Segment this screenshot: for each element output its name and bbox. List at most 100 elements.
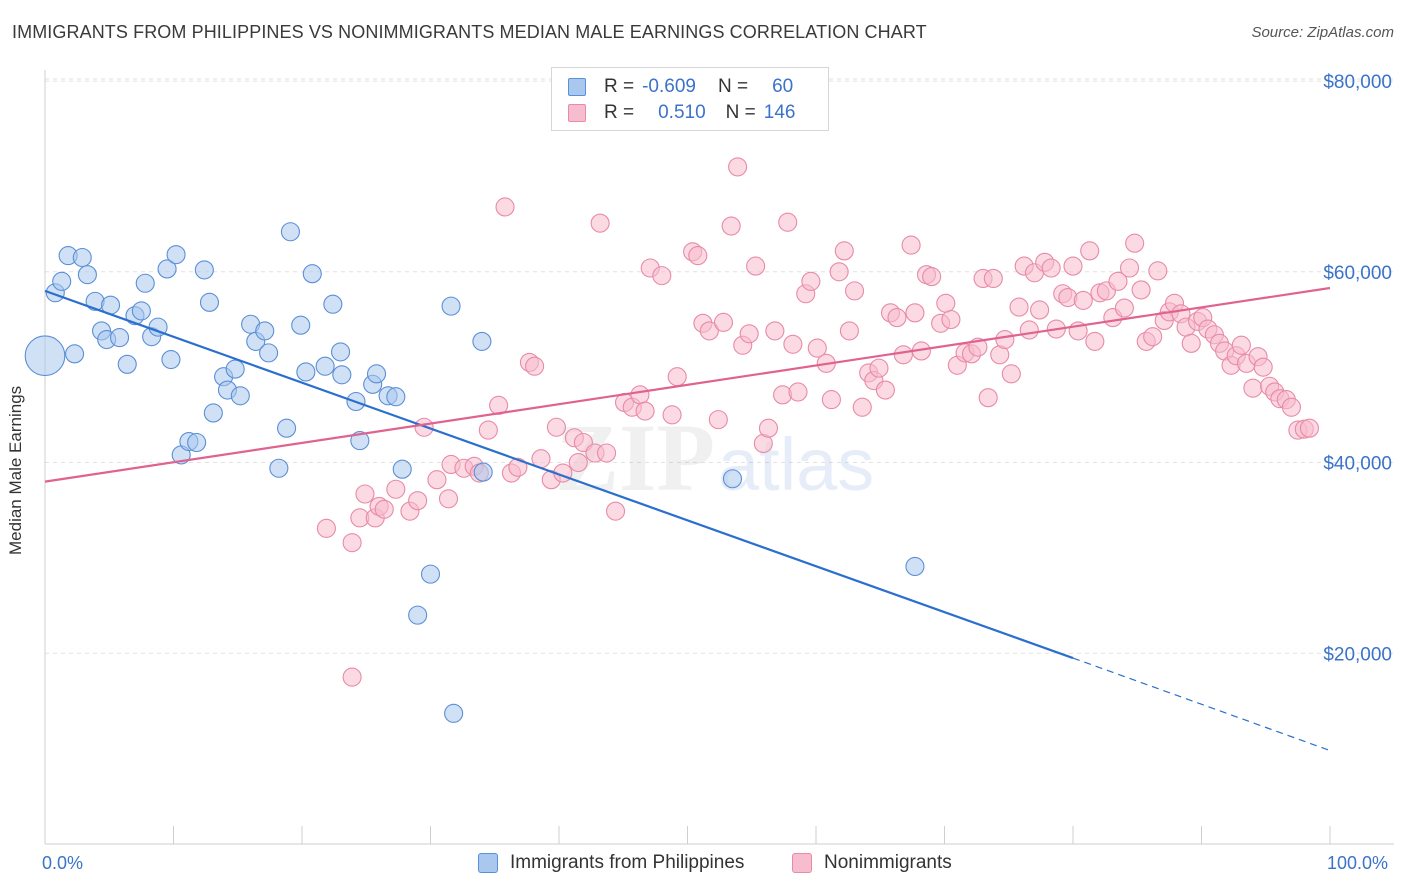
philippines-trend-line [44, 289, 1074, 660]
nonimmigrants-point [875, 380, 895, 400]
nonimmigrants-point [1058, 288, 1078, 308]
philippines-point [135, 273, 155, 293]
nonimmigrants-point [438, 489, 459, 509]
philippines-point [203, 403, 223, 423]
nonimmigrants-point [1131, 280, 1151, 300]
philippines-point [392, 459, 412, 479]
philippines-point [420, 564, 441, 584]
philippines-point [255, 321, 275, 341]
nonimmigrants-point [807, 338, 827, 358]
nonimmigrants-point [662, 405, 682, 425]
nonimmigrants-point [1114, 298, 1134, 318]
legend-n-label: N = [725, 102, 756, 123]
nonimmigrants-point [355, 484, 375, 504]
nonimmigrants-point [699, 321, 719, 341]
nonimmigrants-point [1085, 331, 1105, 351]
y-tick-label: $40,000 [1323, 454, 1392, 475]
philippines-point [230, 386, 250, 406]
nonimmigrants-point [829, 262, 849, 282]
nonimmigrants-point [1063, 256, 1083, 276]
series-legend: Immigrants from Philippines Nonimmigrant… [0, 852, 1406, 878]
legend-n-value: 146 [763, 102, 796, 123]
nonimmigrants-points [316, 157, 1319, 687]
philippines-point [194, 260, 214, 280]
philippines-point [323, 294, 343, 314]
philippines-point [157, 259, 177, 279]
nonimmigrants-point [427, 470, 447, 490]
nonimmigrants-point [887, 308, 907, 328]
nonimmigrants-point [1148, 261, 1168, 281]
philippines-point [187, 432, 207, 453]
philippines-point [131, 301, 151, 321]
philippines-point [302, 264, 322, 284]
philippines-point [473, 462, 493, 482]
philippines-point [332, 365, 352, 385]
philippines-point [225, 359, 245, 379]
nonimmigrants-point [746, 256, 766, 276]
nonimmigrants-point [652, 266, 672, 286]
y-tick-label: $60,000 [1323, 263, 1392, 284]
philippines-point [315, 356, 335, 376]
series-legend-philippines: Immigrants from Philippines [478, 852, 744, 874]
x-tick-label-max: 100.0% [1327, 853, 1389, 873]
philippines-point [65, 344, 85, 364]
philippines-point [444, 703, 464, 723]
series-legend-swatch-blue [478, 853, 498, 873]
axes [44, 70, 1394, 845]
legend-r-value: -0.609 [642, 76, 696, 97]
series-legend-swatch-pink [792, 853, 812, 873]
nonimmigrants-point [739, 324, 759, 344]
legend-row-nonimmigrants: R = 0.510 N = 146 [568, 101, 795, 125]
legend-swatch-blue [568, 78, 586, 96]
nonimmigrants-point [605, 501, 626, 521]
philippines-point [199, 292, 220, 312]
legend-r-value: 0.510 [658, 102, 706, 123]
philippines-point [905, 556, 925, 577]
trend-lines [44, 286, 1331, 752]
nonimmigrants-point [1143, 327, 1163, 347]
legend-row-philippines: R = -0.609 N = 60 [568, 75, 793, 99]
nonimmigrants-point [839, 321, 859, 341]
nonimmigrants-point [342, 533, 362, 553]
philippines-point [296, 362, 316, 382]
nonimmigrants-point [1019, 320, 1039, 340]
nonimmigrants-point [765, 321, 785, 341]
nonimmigrants-point [844, 281, 865, 301]
nonimmigrants-point [773, 385, 793, 405]
nonimmigrants-point [408, 491, 428, 511]
series-legend-nonimmigrants: Nonimmigrants [792, 852, 952, 874]
philippines-point [77, 265, 97, 285]
nonimmigrants-point [758, 418, 779, 438]
legend-swatch-pink [568, 104, 586, 122]
nonimmigrants-point [1243, 378, 1263, 398]
nonimmigrants-point [1080, 241, 1100, 261]
legend-n-label: N = [717, 76, 749, 97]
nonimmigrants-point [905, 303, 925, 323]
philippines-point [408, 605, 428, 625]
y-tick-label: $80,000 [1323, 72, 1392, 93]
nonimmigrants-point [941, 309, 961, 330]
nonimmigrants-point [778, 212, 798, 232]
watermark: ZIP atlas [555, 404, 874, 511]
nonimmigrants-point [1181, 333, 1201, 353]
nonimmigrants-point [821, 390, 841, 410]
nonimmigrants-point [386, 479, 406, 499]
nonimmigrants-point [788, 382, 808, 402]
legend-r-label: R = [604, 76, 635, 97]
nonimmigrants-point [1281, 397, 1301, 417]
nonimmigrants-point [1108, 271, 1128, 291]
philippines-point [269, 458, 289, 478]
nonimmigrants-point [1030, 300, 1050, 320]
nonimmigrants-point [922, 267, 942, 287]
y-tick-label: $20,000 [1323, 644, 1392, 665]
nonimmigrants-point [801, 271, 821, 291]
philippines-point [259, 343, 279, 363]
philippines-point [277, 418, 297, 438]
nonimmigrants-point [667, 367, 687, 387]
nonimmigrants-point [635, 401, 655, 421]
philippines-point [472, 331, 492, 351]
nonimmigrants-trend-line [44, 286, 1331, 483]
legend-n-value: 60 [772, 76, 794, 97]
grid-lines [45, 78, 1394, 654]
